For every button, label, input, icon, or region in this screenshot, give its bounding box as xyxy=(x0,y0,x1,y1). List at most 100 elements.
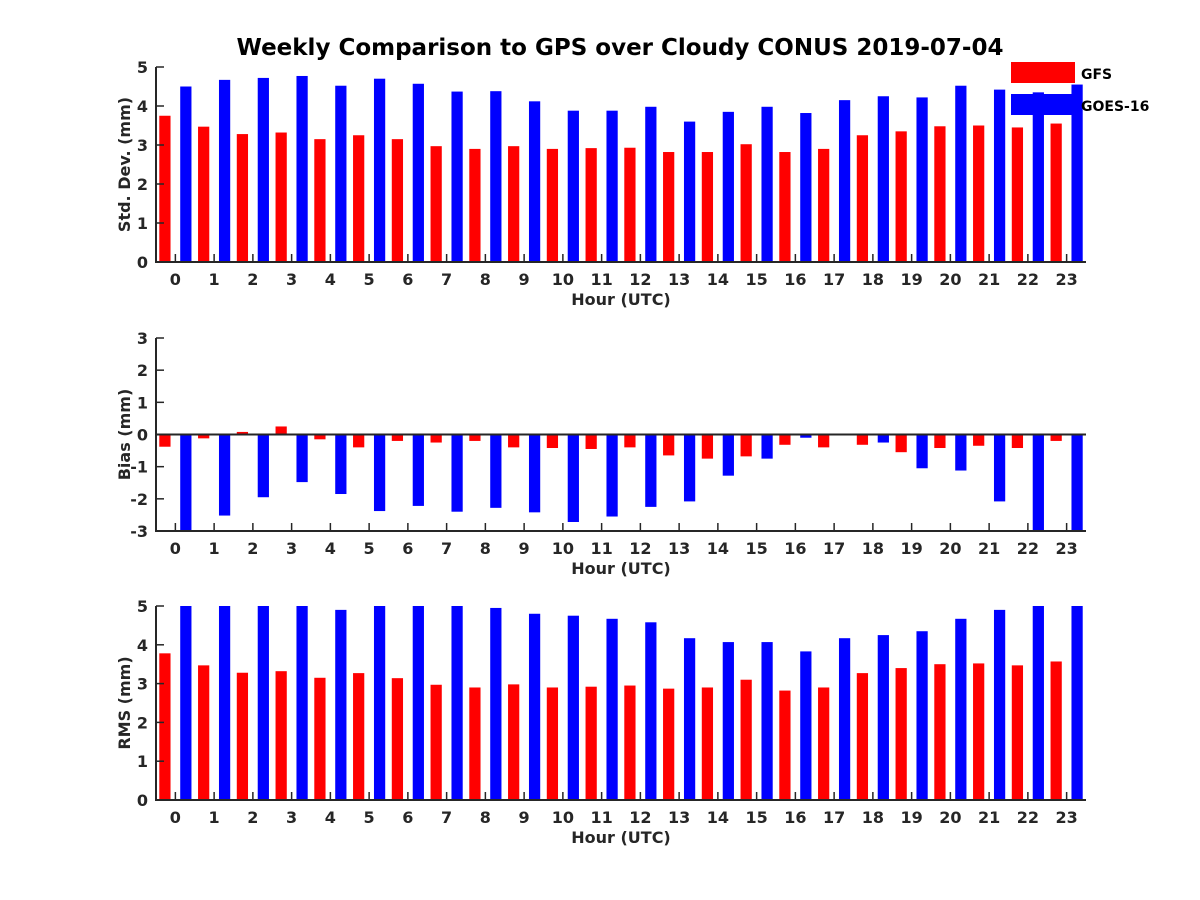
bar-bias-goes-16-12 xyxy=(645,434,657,507)
bar-bias-goes-16-15 xyxy=(761,434,773,459)
x-tick-label: 10 xyxy=(552,270,574,289)
bar-bias-goes-16-23 xyxy=(1071,434,1083,531)
bar-rms-goes-16-4 xyxy=(335,609,347,800)
bar-std-goes-16-12 xyxy=(645,106,657,262)
bar-std-gfs-11 xyxy=(585,148,597,262)
bar-bias-gfs-22 xyxy=(1011,434,1024,449)
x-tick-label: 14 xyxy=(707,808,729,827)
x-tick-label: 17 xyxy=(823,539,845,558)
y-tick-label: 5 xyxy=(137,58,148,77)
bar-rms-goes-16-23 xyxy=(1071,606,1083,800)
bar-rms-goes-16-9 xyxy=(528,613,541,800)
bar-bias-gfs-9 xyxy=(508,434,520,448)
bar-std-gfs-9 xyxy=(508,146,520,262)
bar-rms-goes-16-18 xyxy=(877,635,889,800)
bar-bias-goes-16-2 xyxy=(257,434,269,498)
bar-rms-goes-16-7 xyxy=(451,606,463,800)
x-tick-label: 14 xyxy=(707,539,729,558)
bar-std-goes-16-18 xyxy=(877,96,889,262)
bars-rms xyxy=(159,606,1083,800)
bar-bias-goes-16-10 xyxy=(567,434,579,522)
bar-rms-gfs-7 xyxy=(430,684,442,800)
bar-rms-gfs-22 xyxy=(1011,665,1024,800)
bar-bias-gfs-4 xyxy=(314,434,326,440)
x-tick-label: 10 xyxy=(552,539,574,558)
bar-rms-goes-16-3 xyxy=(296,606,308,800)
bar-rms-gfs-9 xyxy=(508,684,520,800)
x-tick-label: 11 xyxy=(590,539,612,558)
x-tick-label: 22 xyxy=(1017,270,1039,289)
bar-rms-goes-16-13 xyxy=(683,638,696,800)
x-tick-label: 16 xyxy=(784,539,806,558)
y-tick-label: 3 xyxy=(137,136,148,155)
x-tick-label: 11 xyxy=(590,270,612,289)
bar-bias-gfs-13 xyxy=(663,434,675,456)
x-tick-label: 4 xyxy=(325,539,336,558)
x-tick-label: 0 xyxy=(170,539,181,558)
bar-rms-gfs-19 xyxy=(895,668,907,800)
bar-std-gfs-4 xyxy=(314,139,326,262)
bar-rms-gfs-20 xyxy=(934,664,946,800)
bar-rms-gfs-0 xyxy=(159,653,171,800)
bars-bias xyxy=(159,426,1083,531)
bar-bias-goes-16-5 xyxy=(373,434,386,512)
bar-std-goes-16-16 xyxy=(800,113,812,262)
bars-std xyxy=(159,75,1083,262)
bar-std-goes-16-23 xyxy=(1071,84,1083,262)
bar-rms-gfs-8 xyxy=(469,687,481,800)
bar-bias-gfs-14 xyxy=(701,434,714,459)
bar-rms-gfs-3 xyxy=(275,671,287,800)
x-axis-label-rms: Hour (UTC) xyxy=(571,828,671,847)
bar-std-goes-16-3 xyxy=(296,75,308,262)
bar-std-goes-16-15 xyxy=(761,106,773,262)
bar-bias-goes-16-4 xyxy=(335,434,347,495)
x-tick-label: 18 xyxy=(862,808,884,827)
bar-rms-goes-16-10 xyxy=(567,615,579,800)
bar-rms-gfs-16 xyxy=(779,690,791,800)
bar-std-gfs-12 xyxy=(624,147,636,262)
bar-rms-gfs-12 xyxy=(624,685,636,800)
y-tick-label: 3 xyxy=(137,675,148,694)
bar-bias-goes-16-3 xyxy=(296,434,308,483)
bar-rms-goes-16-16 xyxy=(800,651,812,800)
x-tick-label: 15 xyxy=(745,270,767,289)
bar-bias-gfs-20 xyxy=(934,434,946,449)
x-tick-label: 10 xyxy=(552,808,574,827)
y-axis-label-std: Std. Dev. (mm) xyxy=(115,97,134,232)
bar-std-gfs-10 xyxy=(546,148,559,262)
bar-std-gfs-22 xyxy=(1011,127,1024,262)
bar-std-gfs-8 xyxy=(469,148,481,262)
bar-bias-goes-16-21 xyxy=(993,434,1006,502)
bar-std-gfs-19 xyxy=(895,131,907,262)
bar-bias-goes-16-7 xyxy=(451,434,463,512)
bar-rms-goes-16-12 xyxy=(645,622,657,800)
x-tick-label: 21 xyxy=(978,539,1000,558)
bar-bias-gfs-0 xyxy=(159,434,171,447)
bar-rms-gfs-15 xyxy=(740,679,752,800)
y-tick-label: 2 xyxy=(137,361,148,380)
y-tick-label: 4 xyxy=(137,97,148,116)
bar-std-goes-16-10 xyxy=(567,110,579,262)
x-tick-label: 23 xyxy=(1055,808,1077,827)
y-tick-label: 0 xyxy=(137,426,148,445)
x-tick-label: 8 xyxy=(480,539,491,558)
bar-std-goes-16-14 xyxy=(722,111,734,262)
bar-bias-goes-16-6 xyxy=(412,434,424,506)
bar-bias-goes-16-16 xyxy=(800,434,812,438)
bar-std-gfs-21 xyxy=(973,125,985,262)
y-tick-label: 0 xyxy=(137,253,148,272)
x-tick-label: 21 xyxy=(978,270,1000,289)
x-tick-label: 3 xyxy=(286,270,297,289)
bar-rms-gfs-21 xyxy=(973,663,985,800)
bar-rms-goes-16-22 xyxy=(1032,606,1044,800)
bar-bias-gfs-6 xyxy=(391,434,404,441)
bar-std-gfs-15 xyxy=(740,144,752,262)
bar-bias-gfs-5 xyxy=(353,434,365,448)
x-tick-label: 11 xyxy=(590,808,612,827)
x-tick-label: 19 xyxy=(900,808,922,827)
bar-bias-goes-16-22 xyxy=(1032,434,1044,531)
y-tick-label: 2 xyxy=(137,713,148,732)
x-tick-label: 5 xyxy=(364,808,375,827)
